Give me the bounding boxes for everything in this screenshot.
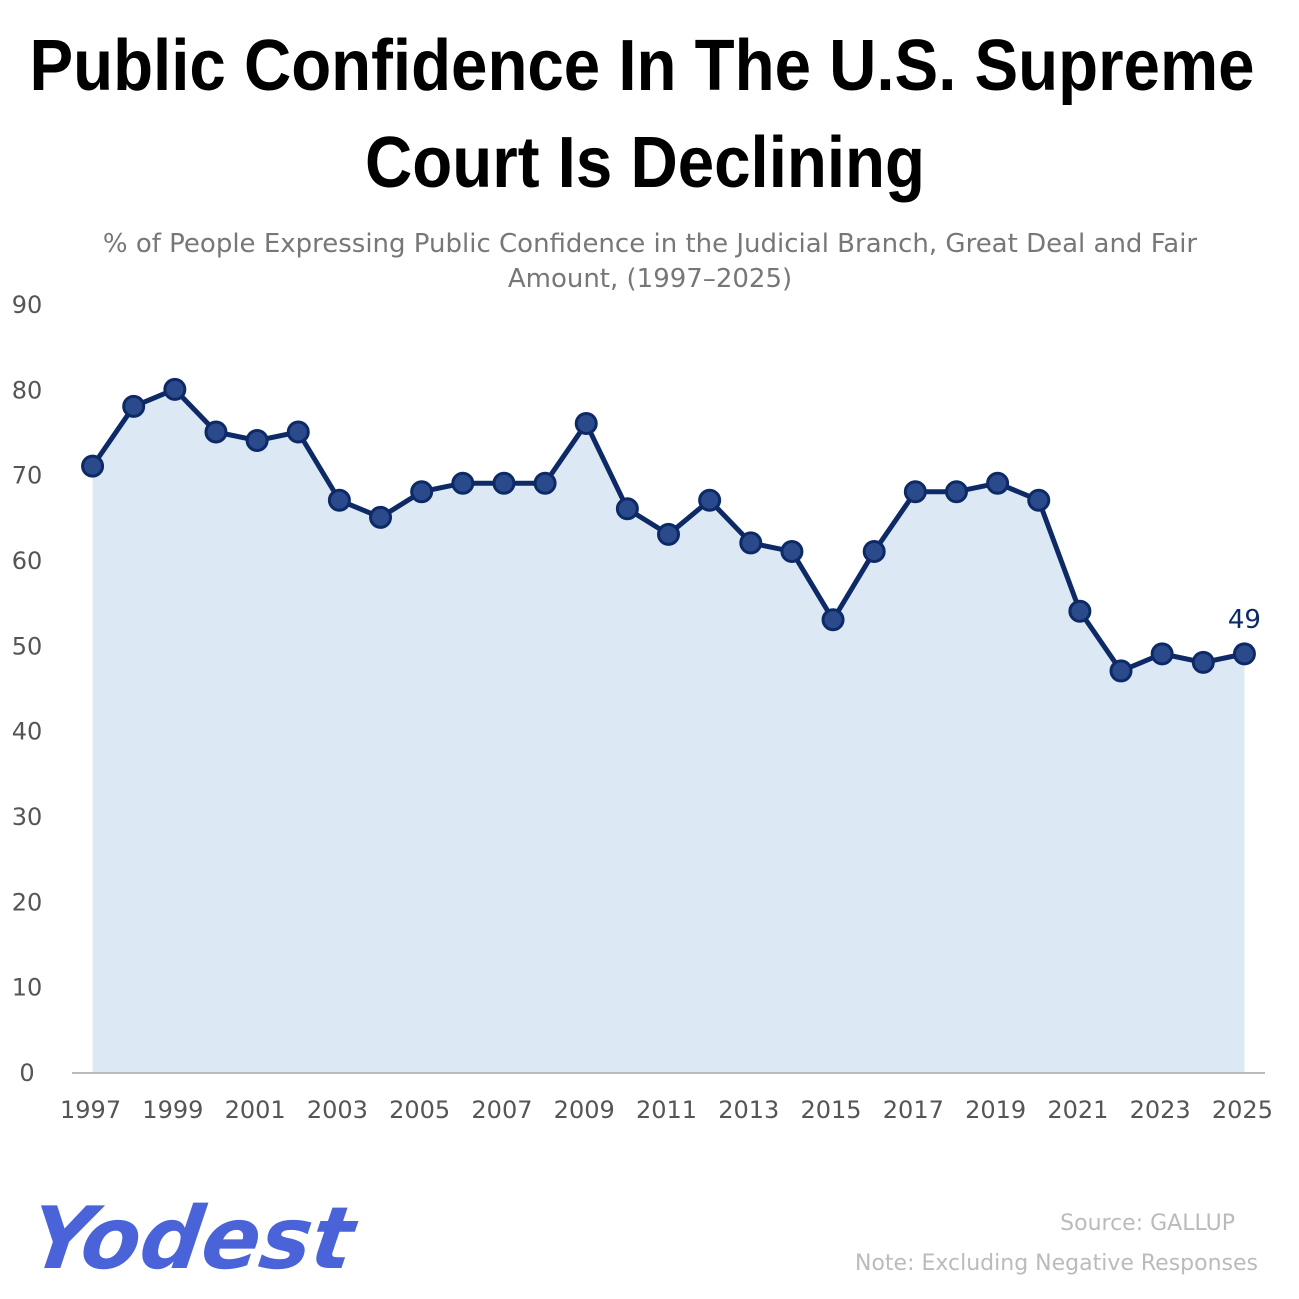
x-tick-label: 2007 — [471, 1096, 532, 1124]
x-tick-label: 2009 — [554, 1096, 615, 1124]
marker — [122, 394, 146, 418]
y-tick-label: 80 — [12, 376, 43, 404]
marker — [286, 420, 310, 444]
y-tick-label: 70 — [12, 462, 43, 490]
marker — [245, 429, 269, 453]
source: Source: GALLUP — [1060, 1211, 1235, 1236]
x-tick-label: 2005 — [389, 1096, 450, 1124]
marker — [657, 522, 680, 546]
x-tick-label: 2023 — [1130, 1096, 1191, 1124]
marker — [163, 377, 187, 401]
marker — [986, 471, 1010, 495]
chart-title: Public Confidence In The U.S. Supreme — [30, 26, 1255, 106]
note: Note: Excluding Negative Responses — [855, 1251, 1258, 1276]
marker — [369, 505, 393, 529]
marker — [492, 471, 516, 495]
marker — [204, 420, 228, 444]
logo: Yodest — [24, 1189, 363, 1289]
marker — [780, 539, 804, 563]
y-tick-label: 40 — [12, 718, 43, 746]
marker — [821, 608, 845, 632]
y-tick-label: 0 — [19, 1059, 34, 1087]
x-tick-label: 2013 — [718, 1096, 779, 1124]
subtitle: % of People Expressing Public Confidence… — [103, 229, 1198, 259]
x-tick-label: 2001 — [225, 1096, 286, 1124]
marker — [739, 531, 763, 555]
marker — [944, 480, 968, 504]
y-tick-label: 90 — [12, 291, 43, 319]
marker — [862, 539, 886, 563]
marker — [698, 488, 722, 512]
marker — [1109, 659, 1133, 683]
y-tick-label: 60 — [12, 547, 43, 575]
marker — [1150, 642, 1174, 666]
x-tick-label: 2011 — [636, 1096, 697, 1124]
subtitle: Amount, (1997–2025) — [508, 264, 792, 294]
marker — [903, 480, 927, 504]
x-tick-label: 2021 — [1047, 1096, 1108, 1124]
x-tick-label: 1999 — [142, 1096, 203, 1124]
area — [92, 389, 1245, 1072]
marker — [1027, 488, 1051, 512]
marker — [410, 480, 434, 504]
x-tick-label: 2003 — [307, 1096, 368, 1124]
chart-title: Court Is Declining — [365, 123, 925, 203]
y-tick-label: 20 — [12, 888, 43, 916]
marker — [615, 497, 639, 521]
marker — [574, 411, 598, 435]
y-tick-label: 10 — [12, 974, 43, 1002]
marker — [327, 488, 351, 512]
x-tick-label: 1997 — [60, 1096, 121, 1124]
marker — [533, 471, 557, 495]
marker — [451, 471, 475, 495]
x-tick-label: 2015 — [801, 1096, 862, 1124]
x-tick-label: 2019 — [965, 1096, 1026, 1124]
marker — [1068, 599, 1092, 623]
data-label: 49 — [1228, 605, 1261, 635]
x-tick-label: 2017 — [883, 1096, 944, 1124]
y-tick-label: 50 — [12, 632, 43, 660]
x-tick-label: 2025 — [1212, 1096, 1273, 1124]
marker — [1191, 650, 1215, 674]
y-tick-label: 30 — [12, 803, 43, 831]
marker — [1232, 642, 1256, 666]
marker — [81, 454, 105, 478]
